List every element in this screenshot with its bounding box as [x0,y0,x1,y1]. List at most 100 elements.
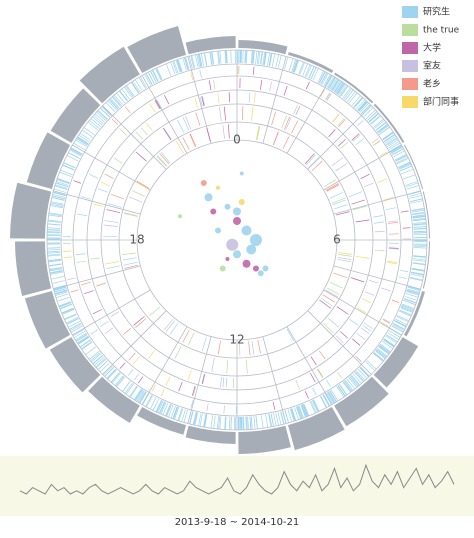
tick-mark-decor [47,252,60,253]
legend-swatch [402,96,418,108]
tick-mark-decor [406,293,418,297]
tick-mark-decor [137,181,149,188]
bubble [242,226,252,236]
tick-mark-decor [278,412,281,425]
hour-bar [15,241,51,296]
tick-mark-decor [125,107,130,113]
tick-mark-decor [200,70,202,78]
tick-mark-decor [364,183,373,187]
tick-mark-decor [76,254,86,255]
legend-label: the true [423,26,460,36]
hour-bar [127,26,186,73]
tick-mark-decor [219,107,221,121]
hour-label: 12 [229,333,244,347]
tick-mark-decor [296,380,300,389]
tick-mark-decor [130,386,137,397]
tick-mark-decor [166,377,170,386]
tick-mark-decor [185,116,190,129]
tick-mark-decor [330,282,343,288]
bubble [233,217,241,225]
tick-mark-decor [334,205,347,209]
tick-mark-decor [71,148,82,154]
tick-mark-decor [136,152,147,161]
spoke [324,290,402,335]
tick-mark-decor [381,288,390,291]
bubble [205,193,213,201]
bubble [263,266,269,272]
tick-mark-decor [73,181,81,184]
tick-mark-decor [179,382,183,391]
tick-mark-decor [177,120,183,133]
tick-mark-decor [93,204,103,206]
tick-mark-decor [160,154,169,164]
tick-mark-decor [311,357,316,365]
tick-mark-decor [123,328,131,334]
tick-mark-decor [47,228,60,229]
tick-mark-decor [393,323,404,329]
tick-mark-decor [96,283,106,286]
hour-bar [25,291,70,349]
tick-mark-decor [330,192,343,198]
tick-mark-decor [195,98,198,108]
bubble [215,228,221,234]
tick-mark-decor [68,278,76,280]
tick-mark-decor [338,254,352,256]
tick-mark-decor [246,360,247,374]
tick-mark-decor [71,290,79,292]
tick-mark-decor [127,85,135,96]
spoke [334,191,421,214]
tick-mark-decor [91,330,98,334]
bubble [246,245,256,255]
tick-mark-decor [124,87,132,97]
tick-mark-decor [254,93,255,103]
tick-mark-decor [284,57,287,70]
tick-mark-decor [134,374,139,380]
tick-mark-decor [218,93,219,103]
tick-mark-decor [403,228,411,229]
tick-mark-decor [369,280,379,283]
tick-mark-decor [111,194,124,199]
tick-mark-decor [84,127,94,135]
tick-mark-decor [141,127,147,135]
tick-mark-decor [388,221,398,222]
tick-mark-decor [357,333,365,339]
tick-mark-decor [294,60,298,72]
tick-mark-decor [146,123,152,131]
tick-mark-decor [148,351,154,359]
tick-mark-decor [327,288,339,295]
tick-mark-decor [67,155,79,161]
bubble [201,180,207,186]
spoke [103,311,167,375]
tick-mark-decor [352,339,360,346]
tick-mark-decor [378,179,387,183]
tick-mark-decor [94,276,104,279]
tick-mark-decor [256,51,257,64]
bubble [253,266,259,272]
tick-mark-decor [188,370,191,379]
hour-bar [10,183,51,239]
tick-mark-decor [313,388,317,395]
tick-mark-decor [106,266,120,269]
bubble [243,260,251,268]
tick-mark-decor [349,192,362,197]
tick-mark-decor [81,282,91,285]
tick-mark-decor [258,340,261,354]
tick-mark-decor [360,367,369,376]
tick-mark-decor [47,232,60,233]
bubble [233,208,241,216]
tick-mark-decor [326,380,330,387]
tick-mark-decor [326,290,338,297]
tick-mark-decor [317,369,322,377]
tick-mark-decor [156,68,162,80]
tick-mark-decor [183,117,189,130]
tick-mark-decor [356,139,364,145]
tick-mark-decor [47,251,60,252]
tick-mark-decor [388,222,398,223]
tick-mark-decor [309,66,314,78]
tick-mark-decor [224,406,225,414]
tick-mark-decor [163,128,171,140]
tick-mark-decor [62,309,74,314]
tick-mark-decor [248,417,249,430]
tick-mark-decor [136,182,148,189]
tick-mark-decor [214,416,216,429]
